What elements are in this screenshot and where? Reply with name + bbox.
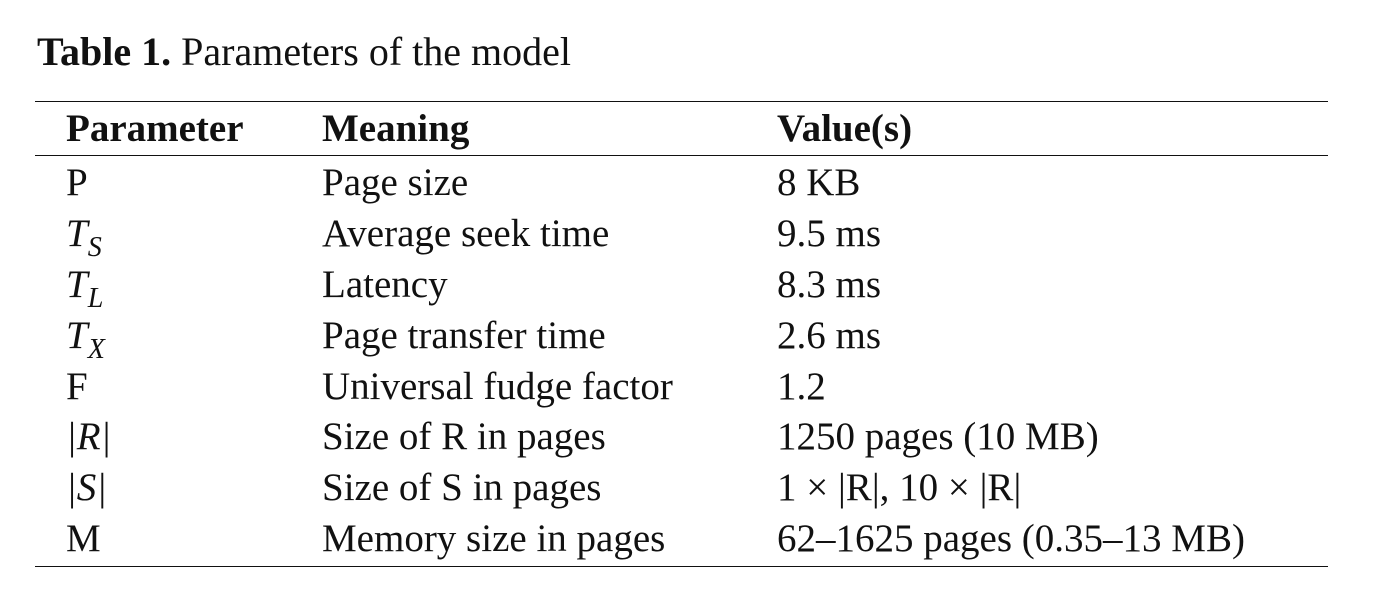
param-subscript: L xyxy=(87,282,104,314)
param-symbol: TS xyxy=(66,211,102,261)
table-row: P Page size 8 KB xyxy=(35,155,1328,208)
param-symbol: TL xyxy=(66,262,103,312)
param-symbol: |S| xyxy=(66,466,107,510)
meaning-cell: Page size xyxy=(322,160,469,204)
table-row: M Memory size in pages 62–1625 pages (0.… xyxy=(35,513,1328,564)
param-symbol: F xyxy=(66,364,88,408)
param-cell: TX xyxy=(35,310,322,363)
table-row: |S| Size of S in pages 1 × |R|, 10 × |R| xyxy=(35,462,1328,513)
value-cell: 8.3 ms xyxy=(777,262,882,306)
caption-label: Table 1. xyxy=(37,29,172,74)
meaning-cell: Average seek time xyxy=(322,211,610,255)
header-values: Value(s) xyxy=(777,107,913,150)
param-subscript: X xyxy=(87,333,105,365)
meaning-cell: Size of R in pages xyxy=(322,415,606,459)
table-caption: Table 1. Parameters of the model xyxy=(37,28,571,76)
caption-text: Parameters of the model xyxy=(181,29,571,74)
param-base: T xyxy=(66,211,88,255)
header-parameter: Parameter xyxy=(66,107,244,150)
parameters-table: Parameter Meaning Value(s) P Page size 8… xyxy=(35,102,1328,564)
value-cell: 9.5 ms xyxy=(777,211,882,255)
value-cell: 1.2 xyxy=(777,364,826,408)
value-cell: 62–1625 pages (0.35–13 MB) xyxy=(777,517,1245,561)
param-symbol: P xyxy=(66,160,88,204)
param-symbol: |R| xyxy=(66,415,112,459)
param-subscript: S xyxy=(87,231,102,263)
meaning-cell: Size of S in pages xyxy=(322,466,602,510)
param-base: T xyxy=(66,262,88,306)
param-cell: TL xyxy=(35,259,322,312)
param-base: T xyxy=(66,313,88,357)
bottom-rule xyxy=(35,566,1328,567)
header-rule xyxy=(35,155,1328,156)
param-symbol: M xyxy=(66,517,101,561)
header-meaning: Meaning xyxy=(322,107,470,150)
param-cell: F xyxy=(35,361,322,412)
param-cell: M xyxy=(35,513,322,564)
value-cell: 2.6 ms xyxy=(777,313,882,357)
param-cell: P xyxy=(35,155,322,208)
table-row: TL Latency 8.3 ms xyxy=(35,259,1328,312)
table-row: F Universal fudge factor 1.2 xyxy=(35,361,1328,412)
meaning-cell: Universal fudge factor xyxy=(322,364,673,408)
param-cell: TS xyxy=(35,208,322,261)
param-cell: |R| xyxy=(35,411,322,462)
top-rule xyxy=(35,101,1328,102)
value-cell: 1 × |R|, 10 × |R| xyxy=(777,466,1022,510)
table-row: TS Average seek time 9.5 ms xyxy=(35,208,1328,261)
meaning-cell: Page transfer time xyxy=(322,313,606,357)
value-cell: 8 KB xyxy=(777,160,861,204)
table-row: |R| Size of R in pages 1250 pages (10 MB… xyxy=(35,411,1328,462)
table-row: TX Page transfer time 2.6 ms xyxy=(35,310,1328,363)
meaning-cell: Memory size in pages xyxy=(322,517,666,561)
meaning-cell: Latency xyxy=(322,262,448,306)
value-cell: 1250 pages (10 MB) xyxy=(777,415,1099,459)
param-cell: |S| xyxy=(35,462,322,513)
header-row: Parameter Meaning Value(s) xyxy=(35,102,1328,155)
param-symbol: TX xyxy=(66,313,105,363)
